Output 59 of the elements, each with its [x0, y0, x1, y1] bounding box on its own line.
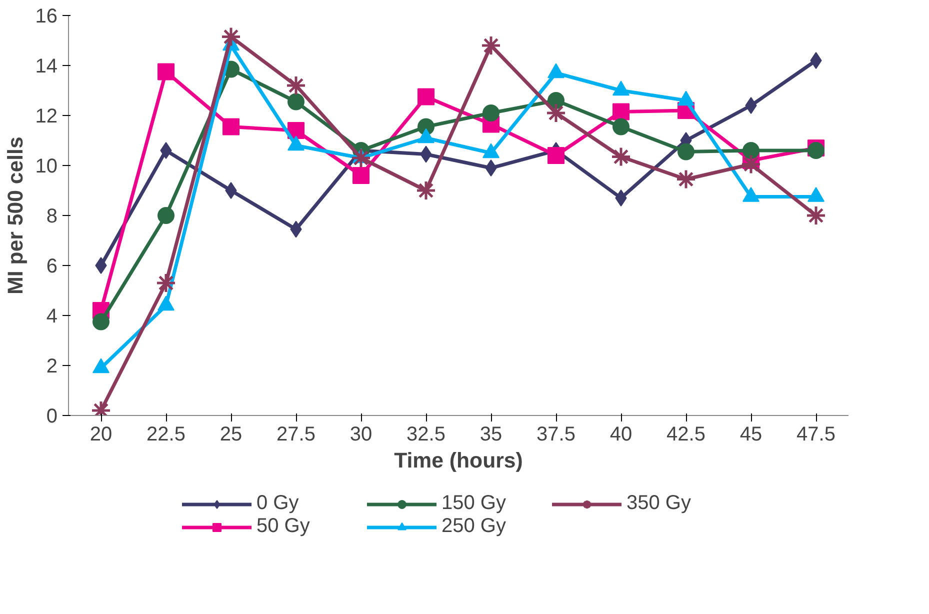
- point: [156, 272, 176, 294]
- x-tick-label: 35: [480, 424, 502, 446]
- x-axis-title: Time (hours): [394, 448, 523, 472]
- point: [742, 142, 760, 159]
- point: [220, 26, 242, 47]
- x-tick-label: 20: [90, 424, 112, 446]
- point: [546, 102, 566, 124]
- y-tick-label: 2: [46, 356, 58, 378]
- point: [482, 104, 500, 122]
- point: [160, 142, 172, 159]
- point: [810, 52, 822, 69]
- y-tick-label: 6: [46, 256, 58, 278]
- y-tick-label: 8: [46, 206, 58, 228]
- y-tick-label: 12: [35, 106, 58, 128]
- x-tick-label: 30: [350, 424, 372, 446]
- point: [225, 182, 237, 199]
- point: [745, 97, 757, 114]
- y-axis-title: MI per 500 cells: [3, 136, 28, 294]
- point: [806, 205, 826, 226]
- point: [480, 35, 502, 56]
- legend-label: 50 Gy: [256, 515, 311, 538]
- point: [92, 313, 110, 330]
- x-tick-label: 27.5: [276, 424, 316, 446]
- point: [485, 160, 497, 176]
- point: [612, 103, 630, 120]
- y-tick-label: 16: [35, 6, 58, 28]
- point: [612, 118, 630, 136]
- x-tick-label: 45: [740, 424, 762, 446]
- point: [350, 148, 372, 168]
- point: [158, 207, 174, 224]
- y-tick-label: 10: [35, 156, 58, 178]
- point: [678, 143, 694, 160]
- legend-label: 250 Gy: [442, 515, 507, 538]
- legend-label: 350 Gy: [626, 492, 692, 515]
- legend-label: 0 Gy: [256, 492, 300, 515]
- y-tick-label: 4: [46, 306, 58, 328]
- x-tick-label: 37.5: [536, 424, 576, 446]
- point: [610, 146, 632, 167]
- y-tick-label: 0: [46, 406, 58, 428]
- legend-label: 150 Gy: [442, 492, 507, 515]
- point: [352, 167, 370, 184]
- point: [222, 118, 240, 136]
- point: [418, 88, 434, 106]
- x-tick-label: 22.5: [146, 424, 186, 446]
- point: [158, 63, 174, 80]
- point: [95, 257, 107, 274]
- x-tick-label: 47.5: [796, 424, 836, 446]
- x-tick-label: 32.5: [406, 424, 446, 446]
- point: [548, 147, 564, 164]
- point: [676, 169, 696, 190]
- point: [740, 154, 762, 174]
- y-tick-label: 14: [35, 56, 58, 78]
- x-tick-label: 42.5: [666, 424, 706, 446]
- x-tick-label: 40: [610, 424, 632, 446]
- x-tick-label: 25: [220, 424, 242, 446]
- point: [288, 93, 304, 110]
- point: [615, 190, 627, 206]
- point: [286, 75, 306, 96]
- point: [416, 180, 436, 201]
